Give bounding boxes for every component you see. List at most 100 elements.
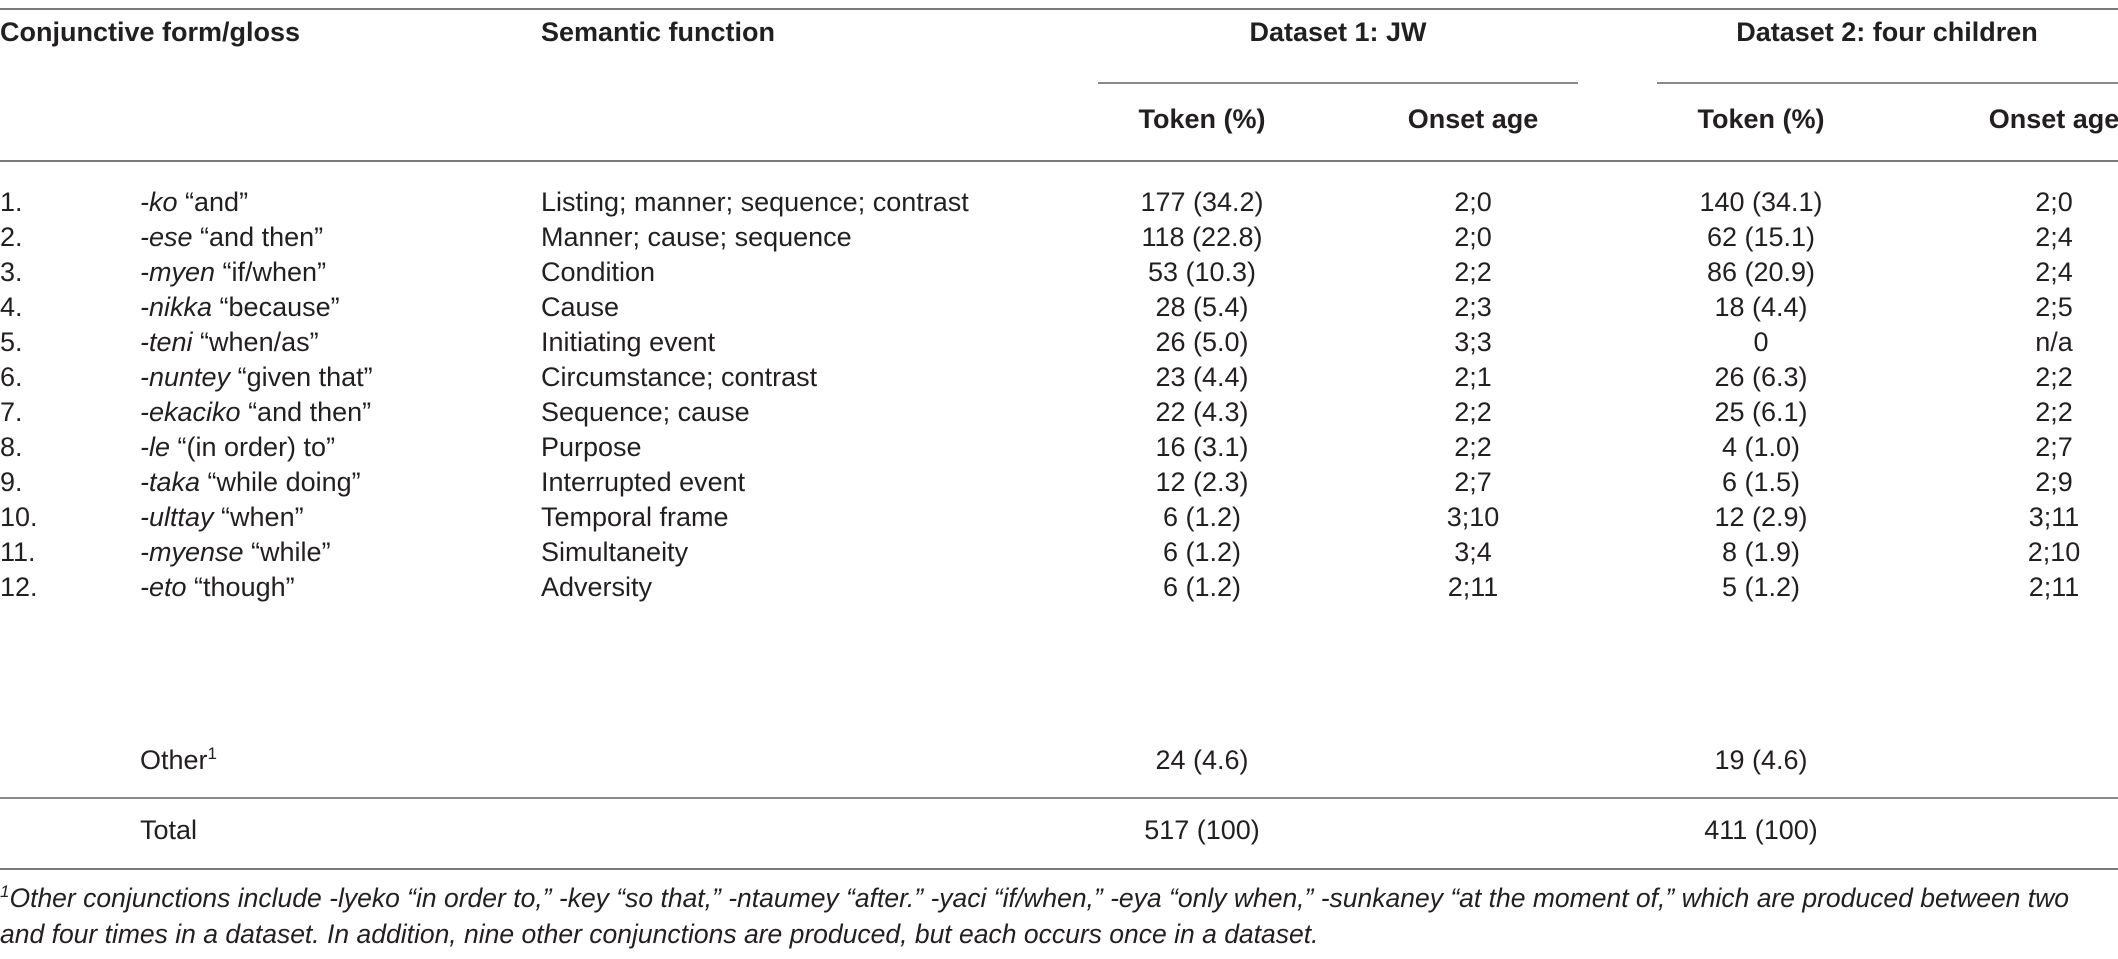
semantic-function: Circumstance; contrast (541, 362, 818, 392)
row-number: 11. (0, 537, 36, 567)
token-ds1: 28 (5.4) (1155, 292, 1249, 322)
onset-ds1: 2;0 (1454, 222, 1492, 252)
form-gloss: “while” (251, 537, 331, 567)
onset-ds1: 2;2 (1454, 397, 1492, 427)
semantic-function: Manner; cause; sequence (541, 222, 852, 252)
onset-ds1: 2;0 (1454, 187, 1492, 217)
form-morpheme: -le (140, 432, 171, 462)
header-conjunctive-form: Conjunctive form/gloss (0, 17, 301, 47)
token-ds2: 26 (6.3) (1714, 362, 1808, 392)
conjunctive-form: -le “(in order) to” (140, 432, 335, 463)
conjunctive-form: -ese “and then” (140, 222, 323, 253)
form-gloss: “(in order) to” (177, 432, 336, 462)
form-morpheme: -ekaciko (140, 397, 241, 427)
row-number: 2. (0, 222, 23, 252)
token-ds2: 140 (34.1) (1699, 187, 1823, 217)
table-row: 7. -ekaciko “and then” Sequence; cause 22 (… (0, 397, 2118, 444)
header-semantic-function: Semantic function (541, 17, 776, 47)
row-number: 8. (0, 432, 23, 462)
conjunctive-form: -ko “and” (140, 187, 248, 218)
onset-ds2: 2;4 (2035, 222, 2073, 252)
semantic-function: Cause (541, 292, 620, 322)
token-ds2: 18 (4.4) (1714, 292, 1808, 322)
header-onset-ds2: Onset age (1988, 104, 2118, 134)
dataset2-header-rule (1657, 82, 2118, 84)
form-morpheme: -teni (140, 327, 193, 357)
row-number: 3. (0, 257, 23, 287)
onset-ds1: 2;1 (1454, 362, 1492, 392)
row-number: 10. (0, 502, 38, 532)
onset-ds1: 2;2 (1454, 432, 1492, 462)
table-row: 2. -ese “and then” Manner; cause; sequence… (0, 222, 2118, 269)
table-row: 11. -myense “while” Simultaneity 6 (1.2) 3;4… (0, 537, 2118, 584)
conjunctive-form: -taka “while doing” (140, 467, 361, 498)
token-ds1: 177 (34.2) (1140, 187, 1264, 217)
onset-ds2: 2;10 (2027, 537, 2081, 567)
token-ds1: 118 (22.8) (1141, 222, 1263, 252)
form-gloss: “though” (194, 572, 295, 602)
token-ds2: 62 (15.1) (1706, 222, 1816, 252)
token-ds2: 8 (1.9) (1721, 537, 1801, 567)
onset-ds2: 2;0 (2035, 187, 2073, 217)
form-morpheme: -taka (140, 467, 201, 497)
onset-ds2: 2;7 (2035, 432, 2073, 462)
semantic-function: Temporal frame (541, 502, 729, 532)
table-bottom-rule (0, 868, 2118, 870)
form-morpheme: -nuntey (140, 362, 231, 392)
table-row: 5. -teni “when/as” Initiating event 26 (5.0… (0, 327, 2118, 374)
conjunctive-form: -eto “though” (140, 572, 295, 603)
token-ds1: 22 (4.3) (1155, 397, 1249, 427)
onset-ds2: 2;2 (2035, 397, 2073, 427)
token-ds1: 12 (2.3) (1155, 467, 1249, 497)
table-row: 8. -le “(in order) to” Purpose 16 (3.1) 2;2 4… (0, 432, 2118, 479)
form-morpheme: -nikka (140, 292, 213, 322)
row-number: 12. (0, 572, 38, 602)
form-gloss: “when/as” (200, 327, 319, 357)
onset-ds2: 2;9 (2035, 467, 2073, 497)
token-ds2: 5 (1.2) (1721, 572, 1801, 602)
form-morpheme: -ese (140, 222, 193, 252)
onset-ds2: 3;11 (2028, 502, 2080, 532)
dataset1-header-rule (1098, 82, 1578, 84)
table-footnote: 1Other conjunctions include -lyeko “in o… (0, 882, 2070, 949)
conjunctive-form: -nuntey “given that” (140, 362, 373, 393)
onset-ds1: 2;2 (1454, 257, 1492, 287)
header-token-ds2: Token (%) (1697, 104, 1825, 134)
conjunctive-form: -myense “while” (140, 537, 331, 568)
row-number: 9. (0, 467, 23, 497)
row-number: 7. (0, 397, 23, 427)
table-row-total: Total 517 (100) 411 (100) (0, 815, 2118, 862)
row-number: 6. (0, 362, 23, 392)
table-row: 1. -ko “and” Listing; manner; sequence; co… (0, 187, 2118, 234)
form-gloss: “while doing” (207, 467, 361, 497)
onset-ds1: 3;3 (1454, 327, 1492, 357)
onset-ds2: 2;11 (2028, 572, 2080, 602)
form-morpheme: -myense (140, 537, 244, 567)
onset-ds1: 3;10 (1446, 502, 1500, 532)
onset-ds1: 3;4 (1454, 537, 1492, 567)
onset-ds1: 2;3 (1454, 292, 1492, 322)
onset-ds2: n/a (2035, 327, 2073, 357)
form-morpheme: -ulttay (140, 502, 214, 532)
form-gloss: “and then” (248, 397, 372, 427)
conjunctive-form: -nikka “because” (140, 292, 340, 323)
total-token-ds1: 517 (100) (1144, 815, 1260, 845)
form-gloss: “if/when” (222, 257, 327, 287)
token-ds2: 86 (20.9) (1706, 257, 1816, 287)
header-onset-ds1: Onset age (1407, 104, 1539, 134)
semantic-function: Interrupted event (541, 467, 746, 497)
form-gloss: “and then” (200, 222, 324, 252)
total-label: Total (140, 815, 198, 845)
table-top-rule (0, 8, 2118, 10)
form-gloss: “when” (221, 502, 304, 532)
token-ds1: 16 (3.1) (1155, 432, 1249, 462)
table-row: 6. -nuntey “given that” Circumstance; cont… (0, 362, 2118, 409)
semantic-function: Simultaneity (541, 537, 689, 567)
token-ds2: 4 (1.0) (1721, 432, 1801, 462)
table-row: 4. -nikka “because” Cause 28 (5.4) 2;3 18 (4.… (0, 292, 2118, 339)
total-top-rule (0, 797, 2118, 799)
onset-ds1: 2;7 (1454, 467, 1492, 497)
token-ds1: 53 (10.3) (1147, 257, 1257, 287)
form-morpheme: -ko (140, 187, 178, 217)
other-label: Other1 (140, 744, 217, 775)
